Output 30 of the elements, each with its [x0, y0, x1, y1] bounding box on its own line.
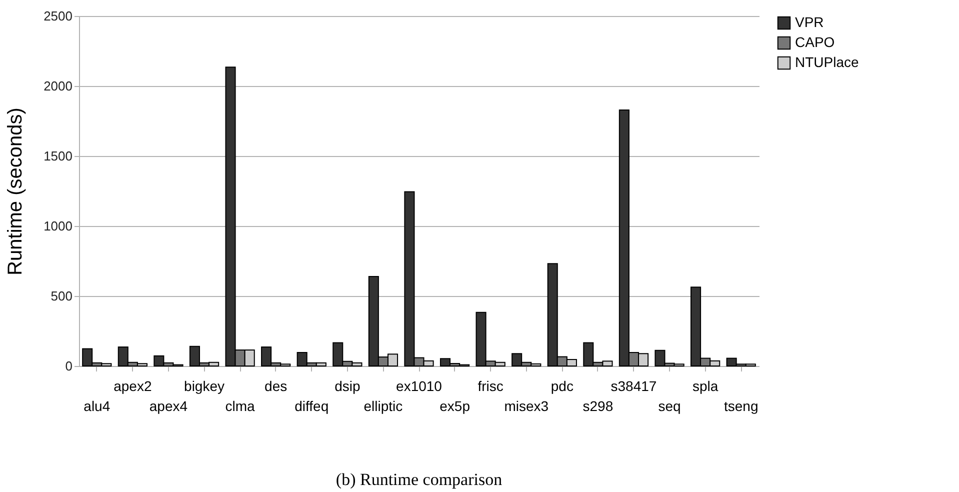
x-tick-label: seq — [658, 398, 681, 414]
x-tick-label: apex2 — [114, 378, 152, 394]
legend-label: VPR — [795, 14, 824, 30]
x-tick-label: elliptic — [364, 398, 403, 414]
x-tick-label: diffeq — [294, 398, 329, 414]
y-tick-label: 2500 — [44, 8, 72, 24]
x-tick-label: apex4 — [149, 398, 188, 414]
x-tick-label: dsip — [334, 378, 360, 394]
x-tick-label: frisc — [478, 378, 504, 394]
text: (b) Runtime comparison — [336, 470, 503, 489]
x-tick-label: alu4 — [84, 398, 110, 414]
x-tick-label: des — [264, 378, 288, 394]
y-tick-label: 1500 — [44, 148, 72, 164]
x-tick-label: bigkey — [184, 378, 224, 394]
x-tick-label: pdc — [550, 378, 574, 394]
x-tick-label: s298 — [582, 398, 614, 414]
x-tick-label: ex5p — [440, 398, 470, 414]
y-axis-title: Runtime (seconds) — [4, 108, 27, 276]
x-tick-label: tseng — [724, 398, 758, 414]
x-tick-label: ex1010 — [396, 378, 442, 394]
y-tick-label: 500 — [50, 288, 72, 304]
x-tick-label: misex3 — [504, 398, 549, 414]
x-tick-label: spla — [692, 378, 718, 394]
legend-label: NTUPlace — [795, 54, 860, 70]
legend-label: CAPO — [795, 34, 835, 50]
y-tick-label: 1000 — [44, 218, 72, 234]
y-tick-label: 2000 — [44, 78, 72, 94]
x-tick-label: clma — [225, 398, 256, 414]
y-tick-label: 0 — [65, 358, 72, 374]
x-tick-label: s38417 — [610, 378, 657, 394]
